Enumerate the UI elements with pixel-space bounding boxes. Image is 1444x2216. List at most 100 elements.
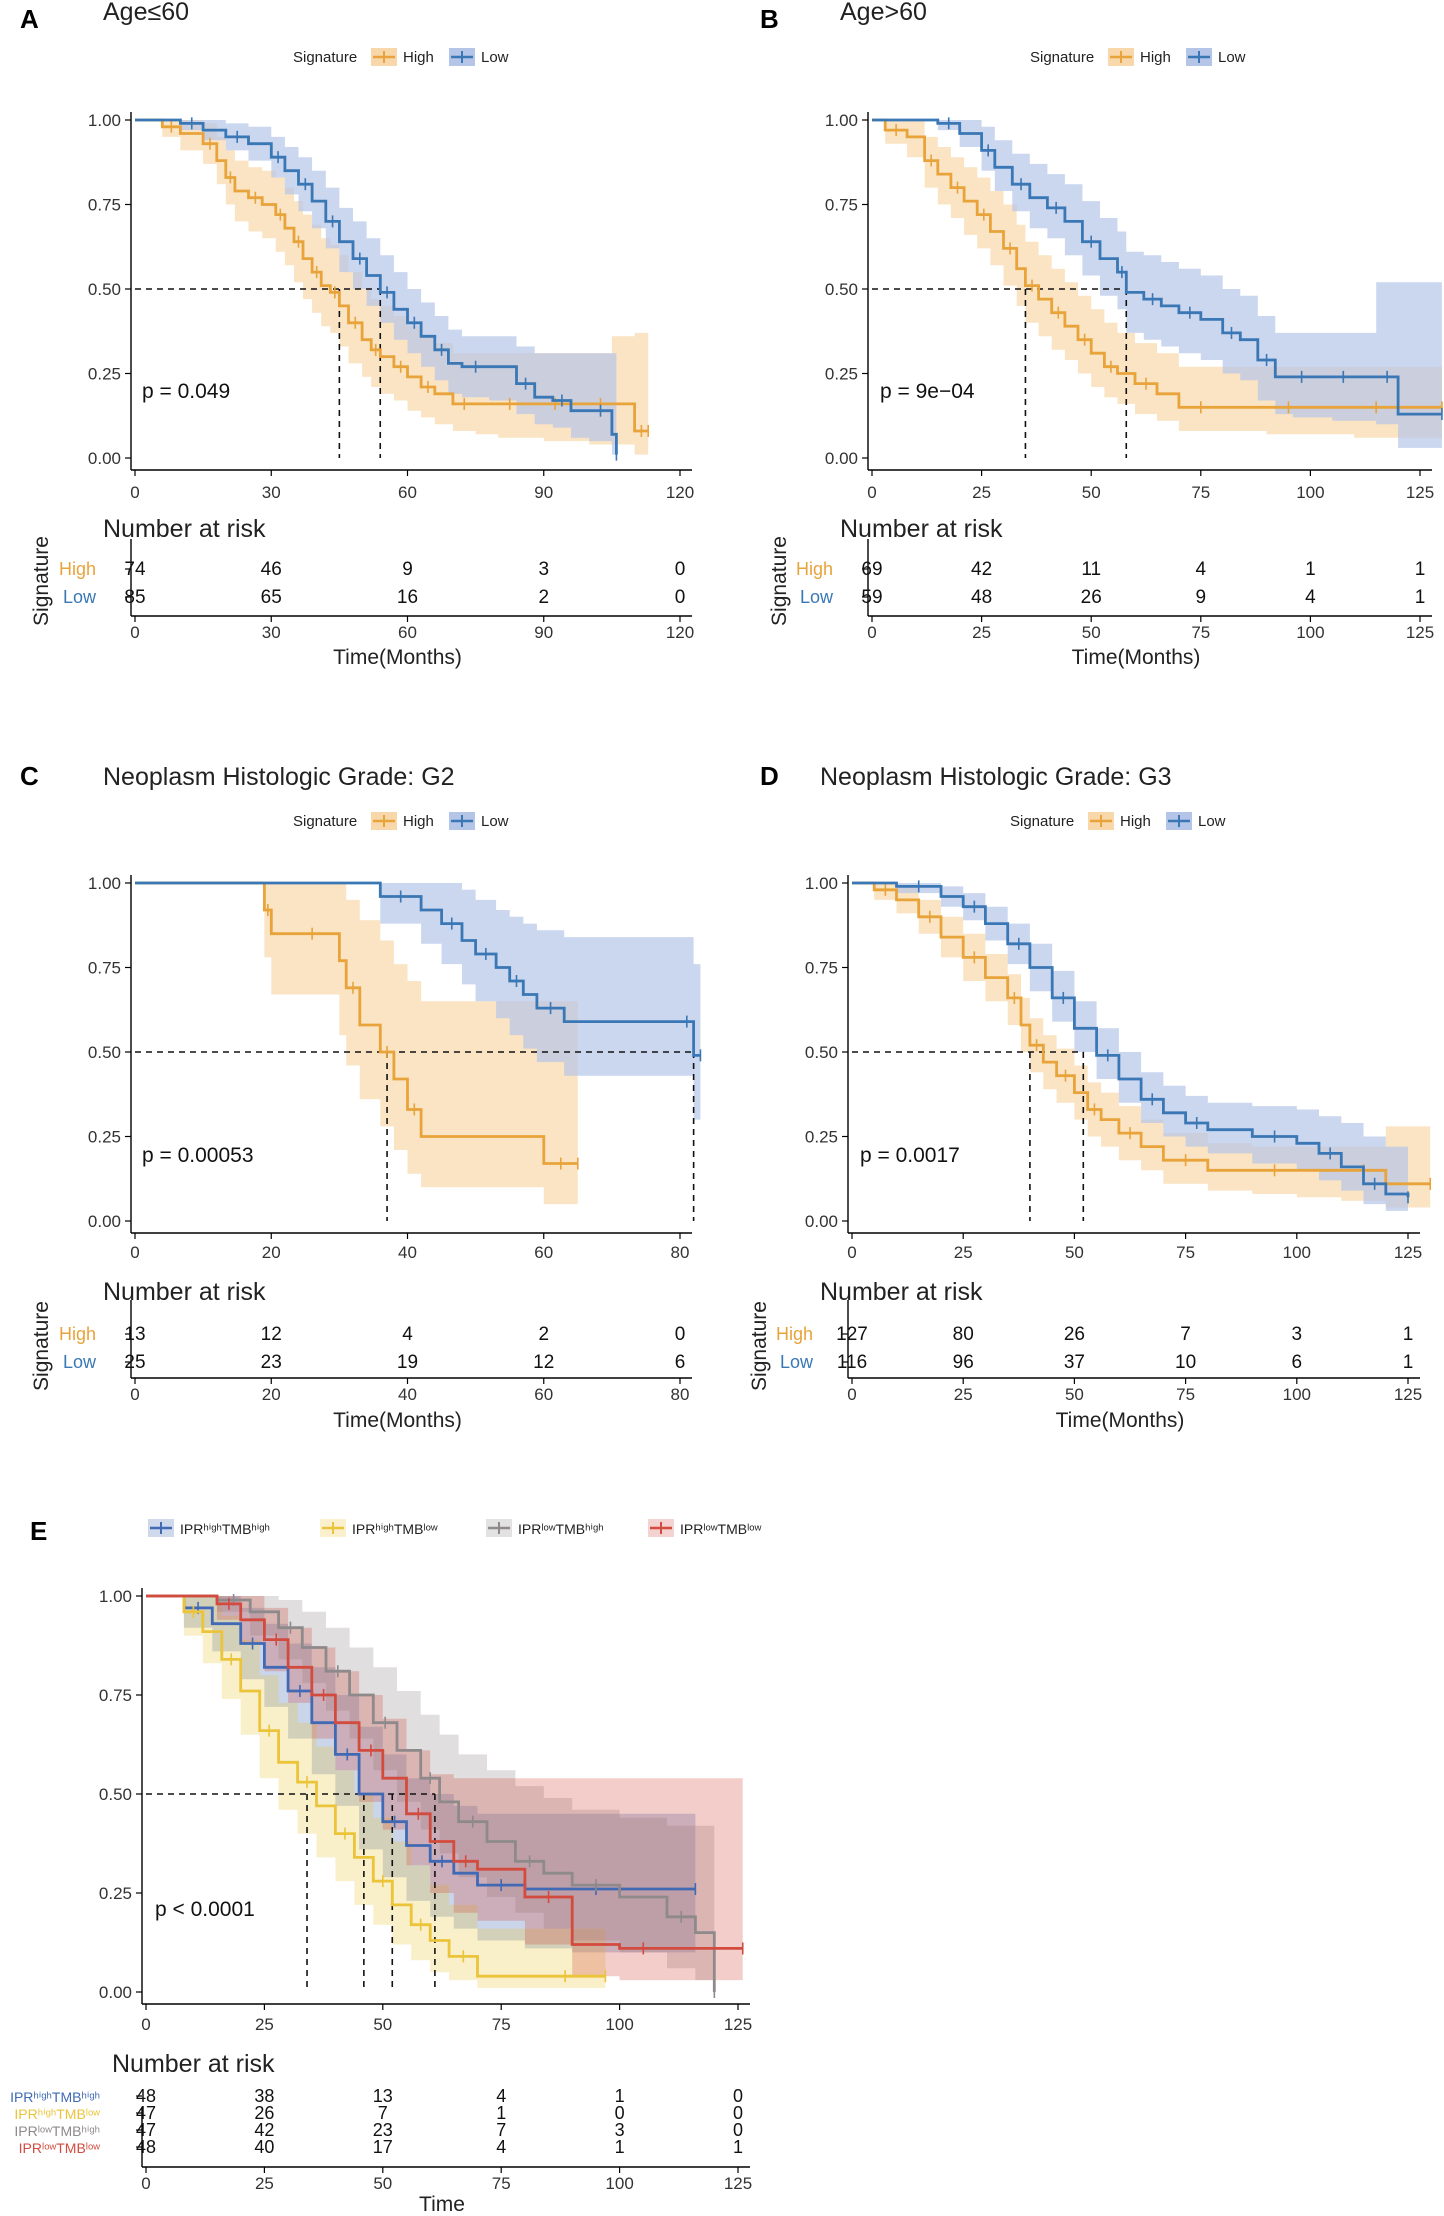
risk-value: 0 (733, 2103, 743, 2123)
risk-value: 38 (254, 2086, 274, 2106)
y-tick-label: 0.25 (88, 365, 121, 384)
risk-value: 4 (1196, 559, 1207, 580)
risk-x-tick-label: 80 (671, 1385, 690, 1404)
risk-value: 4 (1305, 587, 1316, 608)
risk-value: 1 (1403, 1352, 1414, 1373)
risk-x-tick-label: 25 (954, 1385, 973, 1404)
risk-row-label: IPRˡᵒʷTMBˡᵒʷ (19, 2140, 101, 2156)
risk-value: 6 (675, 1352, 686, 1373)
survival-curve-0 (852, 881, 1431, 1186)
legend-label: Low (1218, 49, 1246, 66)
legend-title: Signature (1010, 813, 1074, 830)
y-tick-label: 0.00 (805, 1212, 838, 1231)
risk-value: 47 (136, 2103, 156, 2123)
risk-value: 26 (254, 2103, 274, 2123)
x-tick-label: 0 (867, 483, 876, 502)
y-tick-label: 0.00 (825, 449, 858, 468)
panel-e: E IPRʰⁱᵍʰTMBʰⁱᵍʰ IPRʰⁱᵍʰTMBˡᵒʷ IPRˡᵒʷTMBʰⁱᵍ… (10, 1516, 762, 2216)
x-tick-label: 25 (255, 2015, 274, 2034)
risk-x-tick-label: 125 (1406, 623, 1434, 642)
risk-x-tick-label: 50 (1082, 623, 1101, 642)
risk-y-axis-title: Signature (30, 1301, 53, 1391)
risk-value: 26 (1064, 1324, 1085, 1345)
legend-label: Low (1198, 813, 1226, 830)
p-value: p = 0.00053 (142, 1144, 254, 1167)
y-tick-label: 0.75 (99, 1686, 132, 1705)
risk-x-tick-label: 125 (1394, 1385, 1422, 1404)
y-tick-label: 0.50 (825, 280, 858, 299)
risk-x-tick-label: 0 (141, 2174, 150, 2193)
risk-value: 3 (538, 559, 549, 580)
risk-value: 69 (861, 559, 882, 580)
median-guides (872, 288, 1128, 458)
risk-table-title: Number at risk (103, 515, 266, 543)
y-tick-label: 1.00 (88, 874, 121, 893)
survival-curve-0 (146, 1594, 696, 1891)
risk-row-label: High (59, 559, 96, 579)
risk-value: 80 (953, 1324, 974, 1345)
panel-label: B (760, 4, 779, 34)
risk-value: 0 (675, 587, 686, 608)
legend: Signature High Low (1010, 812, 1226, 830)
x-axis-title: Time(Months) (333, 1409, 462, 1432)
y-tick-label: 0.75 (88, 196, 121, 215)
risk-x-tick-label: 90 (534, 623, 553, 642)
risk-x-tick-label: 100 (1283, 1385, 1311, 1404)
x-tick-label: 60 (398, 483, 417, 502)
survival-curve-1 (852, 881, 1410, 1198)
panel-a: A Age≤60 Signature High Low 0.00 0.25 0.50 0.75 1… (20, 0, 694, 669)
risk-x-tick-label: 60 (534, 1385, 553, 1404)
x-tick-label: 30 (262, 483, 281, 502)
risk-row-label: Low (63, 1352, 97, 1372)
x-tick-label: 80 (671, 1243, 690, 1262)
risk-value: 74 (124, 559, 146, 580)
risk-value: 12 (261, 1324, 282, 1345)
risk-value: 4 (496, 2137, 506, 2157)
risk-value: 2 (538, 587, 549, 608)
y-tick-label: 0.00 (99, 1983, 132, 2002)
confidence-band-1 (135, 120, 617, 458)
survival-curve-0 (135, 118, 649, 433)
risk-x-tick-label: 100 (1296, 623, 1324, 642)
risk-x-tick-label: 100 (605, 2174, 633, 2193)
risk-table-title: Number at risk (112, 2050, 275, 2078)
risk-value: 0 (615, 2103, 625, 2123)
x-tick-label: 100 (1296, 483, 1324, 502)
y-tick-label: 0.50 (88, 1043, 121, 1062)
x-tick-label: 100 (1283, 1243, 1311, 1262)
risk-value: 9 (402, 559, 413, 580)
censor-marks-1 (192, 1605, 607, 1983)
x-tick-label: 75 (1176, 1243, 1195, 1262)
risk-value: 1 (1415, 559, 1426, 580)
risk-value: 17 (373, 2137, 393, 2157)
x-tick-label: 20 (262, 1243, 281, 1262)
censor-marks-0 (884, 883, 1432, 1190)
legend-title: Signature (1030, 49, 1094, 66)
x-tick-label: 50 (1082, 483, 1101, 502)
risk-value: 16 (397, 587, 418, 608)
confidence-band-1 (872, 120, 1442, 448)
risk-value: 1 (1403, 1324, 1414, 1345)
risk-value: 48 (136, 2137, 156, 2157)
risk-x-tick-label: 20 (262, 1385, 281, 1404)
legend-label: IPRʰⁱᵍʰTMBˡᵒʷ (352, 1521, 438, 1537)
legend-label: High (403, 813, 434, 830)
risk-value: 10 (1175, 1352, 1196, 1373)
risk-value: 13 (373, 2086, 393, 2106)
risk-row-label: High (796, 559, 833, 579)
legend: Signature High Low (293, 812, 509, 830)
risk-row-label: IPRʰⁱᵍʰTMBˡᵒʷ (14, 2106, 100, 2122)
risk-x-tick-label: 25 (255, 2174, 274, 2193)
confidence-band-0 (852, 883, 1431, 1208)
x-tick-label: 125 (724, 2015, 752, 2034)
median-guides (135, 1051, 695, 1221)
y-tick-label: 0.75 (88, 959, 121, 978)
y-tick-label: 0.00 (88, 1212, 121, 1231)
censor-marks-3 (228, 1597, 744, 1955)
legend: Signature High Low (293, 48, 509, 66)
censor-marks-0 (170, 120, 650, 437)
